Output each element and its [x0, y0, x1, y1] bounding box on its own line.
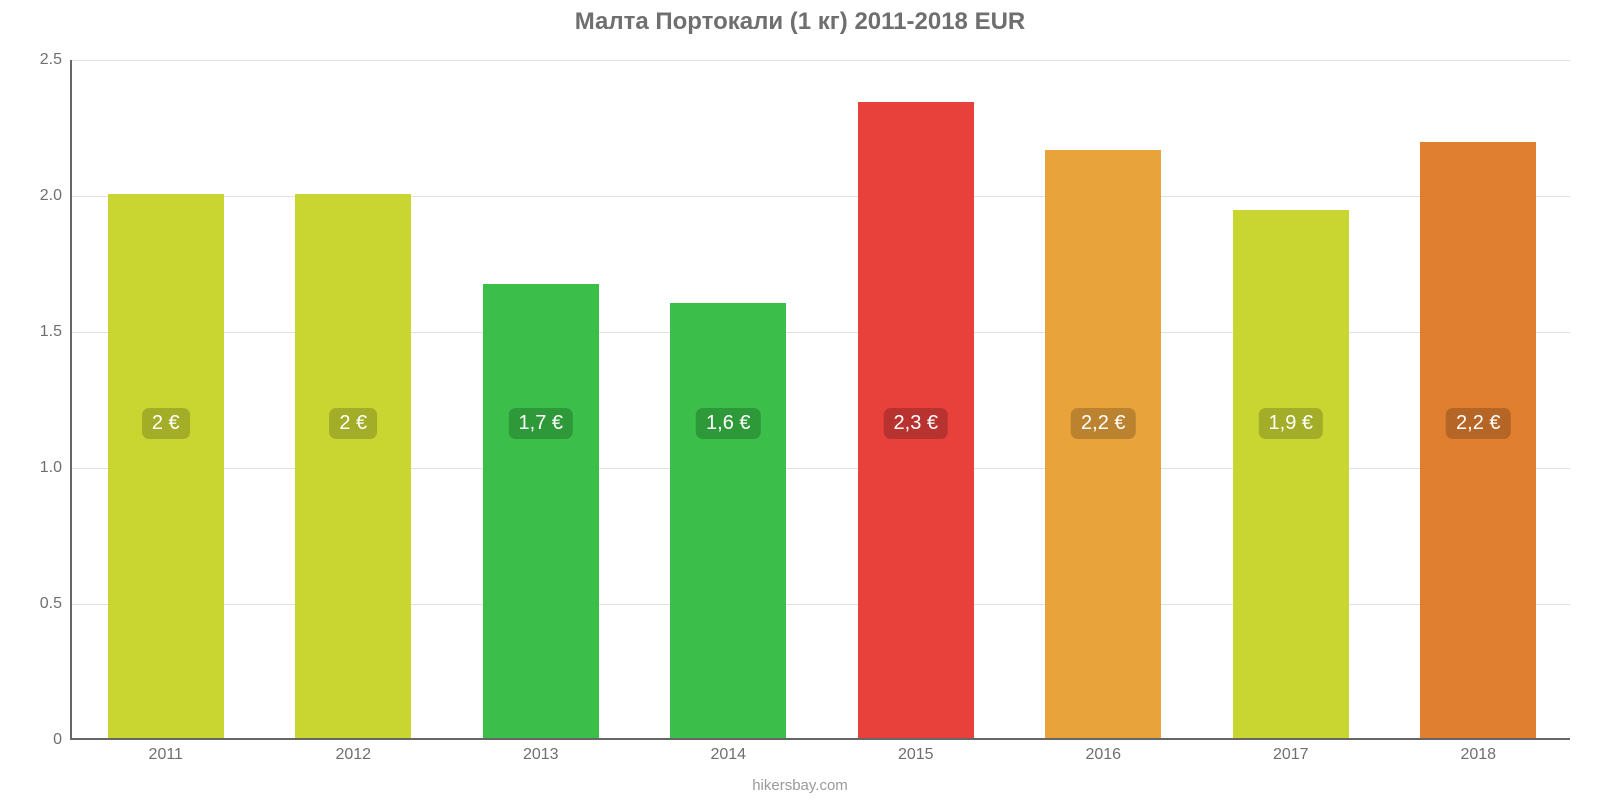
- y-tick-label: 2.5: [40, 51, 72, 69]
- y-tick-label: 0.5: [40, 595, 72, 613]
- bar: 1,6 €: [670, 303, 786, 738]
- y-tick-label: 1.5: [40, 323, 72, 341]
- x-tick-label: 2011: [149, 738, 183, 764]
- x-tick-label: 2018: [1460, 738, 1496, 764]
- plot-area: 00.51.01.52.02.52 €20112 €20121,7 €20131…: [70, 60, 1570, 740]
- x-tick-label: 2016: [1085, 738, 1121, 764]
- bar-value-label: 2 €: [329, 408, 377, 439]
- x-tick-label: 2012: [335, 738, 371, 764]
- bar-value-label: 2 €: [142, 408, 190, 439]
- x-tick-label: 2014: [710, 738, 746, 764]
- chart-title: Малта Портокали (1 кг) 2011-2018 EUR: [0, 8, 1600, 36]
- x-tick-label: 2015: [898, 738, 934, 764]
- bar: 2 €: [295, 194, 411, 738]
- bar-value-label: 2,2 €: [1071, 408, 1135, 439]
- bar-value-label: 2,2 €: [1446, 408, 1510, 439]
- y-tick-label: 0: [53, 731, 72, 749]
- chart-source: hikersbay.com: [0, 777, 1600, 794]
- chart-container: Малта Портокали (1 кг) 2011-2018 EUR 00.…: [0, 0, 1600, 800]
- bar: 2,3 €: [858, 102, 974, 738]
- y-tick-label: 1.0: [40, 459, 72, 477]
- bar-value-label: 1,9 €: [1259, 408, 1323, 439]
- bar: 2,2 €: [1420, 142, 1536, 738]
- bar-value-label: 2,3 €: [884, 408, 948, 439]
- bar: 2,2 €: [1045, 150, 1161, 738]
- gridline: [72, 60, 1570, 61]
- bar-value-label: 1,6 €: [696, 408, 760, 439]
- bar: 2 €: [108, 194, 224, 738]
- y-tick-label: 2.0: [40, 187, 72, 205]
- bar: 1,9 €: [1233, 210, 1349, 738]
- bar-value-label: 1,7 €: [509, 408, 573, 439]
- x-tick-label: 2013: [523, 738, 559, 764]
- x-tick-label: 2017: [1273, 738, 1309, 764]
- bar: 1,7 €: [483, 284, 599, 738]
